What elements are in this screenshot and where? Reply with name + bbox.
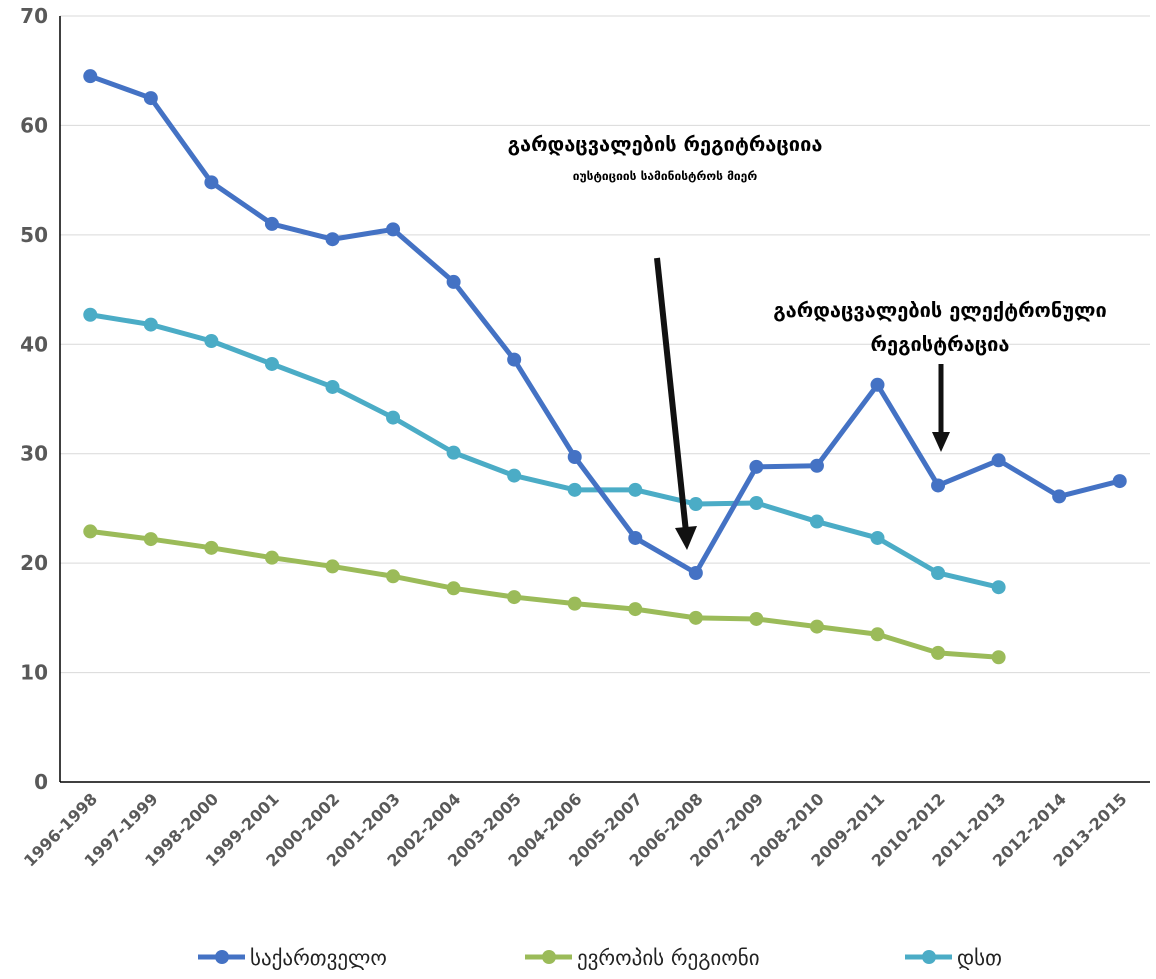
- legend-item-cis: დსთ: [905, 946, 1002, 970]
- data-point: [507, 468, 522, 483]
- data-point: [991, 453, 1006, 468]
- series-line: [89, 73, 1121, 576]
- data-point: [870, 627, 885, 642]
- data-point: [991, 650, 1006, 665]
- y-tick-label: 20: [20, 551, 48, 575]
- data-point: [628, 602, 643, 617]
- legend-marker-georgia: [215, 950, 229, 964]
- legend: საქართველო ევროპის რეგიონი დსთ: [198, 946, 1002, 970]
- axes: [59, 16, 1150, 783]
- data-point: [809, 458, 824, 473]
- data-point: [446, 581, 461, 596]
- data-point: [83, 69, 98, 84]
- series-0: [83, 69, 1127, 580]
- data-point: [567, 482, 582, 497]
- data-point: [628, 530, 643, 545]
- data-point: [143, 532, 158, 547]
- data-point: [325, 379, 340, 394]
- annotation-1-subtitle: იუსტიციის სამინისტროს მიერ: [573, 169, 758, 183]
- y-tick-label: 50: [20, 223, 48, 247]
- data-point: [931, 645, 946, 660]
- data-point: [688, 610, 703, 625]
- x-tick-labels: 1996-19981997-19991998-20001999-20012000…: [20, 789, 1131, 870]
- legend-label-georgia: საქართველო: [250, 946, 387, 970]
- series-line: [89, 312, 1000, 590]
- data-point: [83, 307, 98, 322]
- data-point: [386, 222, 401, 237]
- data-point: [507, 352, 522, 367]
- legend-marker-europe: [542, 950, 556, 964]
- data-point: [264, 356, 279, 371]
- data-point: [83, 524, 98, 539]
- data-point: [749, 495, 764, 510]
- data-point: [264, 216, 279, 231]
- y-tick-labels: 0 10 20 30 40 50 60 70: [20, 4, 48, 794]
- gridlines: [60, 15, 1150, 674]
- annotation-2-title-line2: რეგისტრაცია: [871, 332, 1010, 356]
- data-point: [264, 550, 279, 565]
- legend-label-cis: დსთ: [957, 946, 1002, 970]
- data-point: [204, 540, 219, 555]
- data-point: [143, 317, 158, 332]
- data-point: [446, 274, 461, 289]
- data-point: [809, 619, 824, 634]
- annotation-1-arrow-head: [675, 526, 697, 550]
- data-point: [931, 565, 946, 580]
- y-tick-label: 40: [20, 332, 48, 356]
- data-point: [991, 580, 1006, 595]
- data-point: [386, 410, 401, 425]
- data-point: [567, 449, 582, 464]
- y-tick-label: 30: [20, 442, 48, 466]
- y-tick-label: 10: [20, 661, 48, 685]
- y-tick-label: 70: [20, 4, 48, 28]
- data-point: [386, 569, 401, 584]
- data-point: [204, 175, 219, 190]
- data-point: [688, 497, 703, 512]
- data-point: [809, 514, 824, 529]
- data-point: [870, 530, 885, 545]
- data-series: [83, 69, 1127, 665]
- data-point: [446, 445, 461, 460]
- data-point: [1052, 489, 1067, 504]
- annotation-1-arrow-shaft: [654, 257, 689, 533]
- annotation-1-title: გარდაცვალების რეგიტრაციია: [508, 132, 823, 156]
- y-tick-label: 0: [34, 770, 48, 794]
- series-1: [83, 524, 1006, 665]
- data-point: [688, 565, 703, 580]
- legend-label-europe: ევროპის რეგიონი: [577, 946, 760, 970]
- data-point: [567, 596, 582, 611]
- data-point: [931, 478, 946, 493]
- data-point: [143, 91, 158, 106]
- legend-item-europe: ევროპის რეგიონი: [525, 946, 760, 970]
- data-point: [507, 590, 522, 605]
- data-point: [628, 482, 643, 497]
- annotation-death-registration: გარდაცვალების რეგიტრაციია იუსტიციის სამი…: [508, 132, 823, 550]
- series-line: [89, 528, 999, 660]
- data-point: [870, 377, 885, 392]
- data-point: [749, 611, 764, 626]
- data-point: [749, 459, 764, 474]
- data-point: [204, 334, 219, 349]
- legend-marker-cis: [922, 950, 936, 964]
- data-point: [325, 232, 340, 247]
- annotation-2-arrow-head: [932, 432, 950, 452]
- annotation-electronic-registration: გარდაცვალების ელექტრონული რეგისტრაცია: [773, 298, 1107, 452]
- data-point: [325, 559, 340, 574]
- series-2: [83, 307, 1006, 595]
- y-tick-label: 60: [20, 113, 48, 137]
- legend-item-georgia: საქართველო: [198, 946, 387, 970]
- data-point: [1112, 474, 1127, 489]
- annotation-2-title-line1: გარდაცვალების ელექტრონული: [773, 298, 1107, 322]
